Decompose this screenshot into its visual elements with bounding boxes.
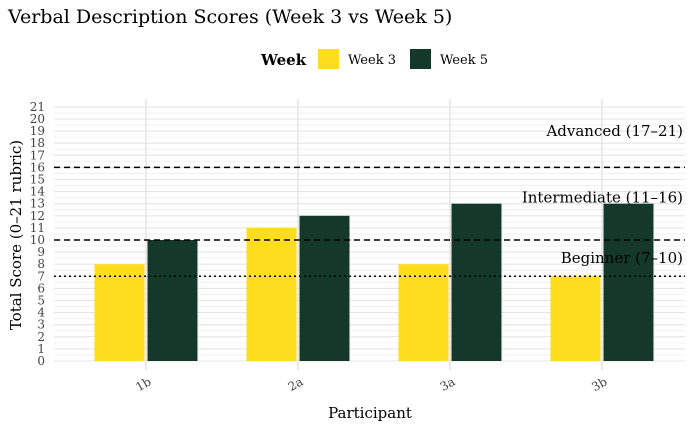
legend-swatch-week-3 — [318, 49, 339, 69]
y-tick-label: 4 — [37, 306, 45, 320]
y-tick-label: 8 — [37, 257, 45, 271]
y-tick-label: 3 — [37, 318, 45, 332]
bar-week-3-1b — [94, 264, 145, 361]
legend: Week Week 3 Week 5 — [260, 49, 488, 69]
y-tick-label: 11 — [30, 221, 45, 235]
legend-swatch-week-5 — [410, 49, 431, 69]
y-tick-label: 9 — [37, 245, 45, 259]
y-tick-label: 18 — [30, 136, 45, 150]
annotation-label: Beginner (7–10) — [561, 249, 683, 267]
y-tick-label: 10 — [30, 233, 45, 247]
y-tick-label: 16 — [30, 160, 45, 174]
y-tick-label: 17 — [30, 148, 45, 162]
x-tick-label: 1b — [133, 374, 154, 394]
chart-title: Verbal Description Scores (Week 3 vs Wee… — [7, 6, 452, 28]
y-axis-label: Total Score (0–21 rubric) — [7, 140, 25, 330]
plot-area: Advanced (17–21) Intermediate (11–16) Begi… — [30, 99, 685, 394]
x-tick-label: 3a — [438, 374, 458, 394]
reference-lines — [54, 166, 685, 278]
y-tick-label: 2 — [37, 330, 45, 344]
annotation-label: Intermediate (11–16) — [522, 189, 683, 207]
y-tick-label: 12 — [30, 209, 45, 223]
bar-week-5-1b — [147, 240, 198, 361]
x-axis-ticks: 1b 2a 3a 3b — [133, 374, 610, 394]
y-tick-label: 19 — [30, 124, 45, 138]
y-tick-label: 1 — [37, 342, 45, 356]
legend-label: Week 3 — [348, 53, 396, 68]
y-tick-label: 14 — [30, 185, 46, 199]
bar-week-5-3b — [603, 203, 654, 361]
x-tick-label: 3b — [589, 374, 610, 394]
legend-label: Week 5 — [440, 53, 488, 68]
legend-title: Week — [260, 51, 307, 69]
y-tick-label: 20 — [30, 112, 45, 126]
annotation-label: Advanced (17–21) — [545, 122, 683, 140]
bar-week-3-2a — [246, 227, 297, 361]
x-tick-label: 2a — [286, 374, 306, 394]
bar-week-3-3b — [550, 276, 601, 361]
bar-week-3-3a — [398, 264, 449, 361]
y-tick-label: 13 — [30, 197, 45, 211]
y-tick-label: 21 — [30, 100, 45, 114]
bar-week-5-3a — [451, 203, 502, 361]
y-tick-label: 5 — [37, 294, 45, 308]
y-tick-label: 7 — [37, 269, 45, 283]
x-axis-label: Participant — [328, 404, 412, 422]
y-tick-label: 6 — [37, 281, 45, 295]
y-tick-label: 0 — [37, 354, 45, 368]
bar-week-5-2a — [299, 215, 350, 361]
y-tick-label: 15 — [30, 173, 45, 187]
annotations: Advanced (17–21) Intermediate (11–16) Begi… — [522, 122, 683, 267]
